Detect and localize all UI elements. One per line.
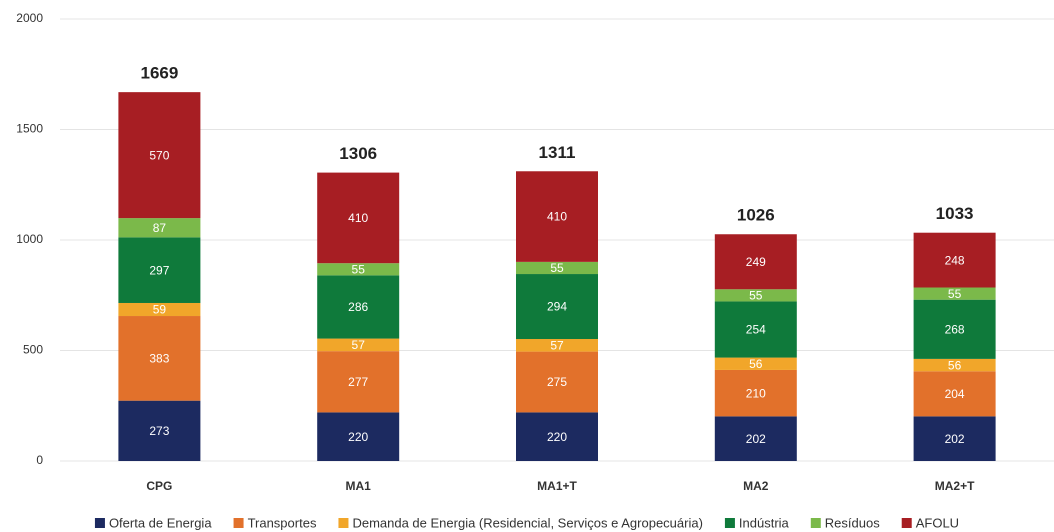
bar-segment <box>516 274 598 340</box>
bar-segment <box>913 416 996 461</box>
data-label: 286 <box>348 300 368 314</box>
legend-swatch <box>94 518 105 528</box>
bar-segment <box>913 358 996 372</box>
data-label: 410 <box>348 211 368 225</box>
bar-segment <box>516 351 598 413</box>
data-label: 55 <box>352 262 366 276</box>
total-label: 1669 <box>140 64 178 83</box>
legend-label: Indústria <box>739 515 790 530</box>
bar-segment <box>118 302 201 317</box>
bar-segment <box>317 412 400 461</box>
bar-segment <box>714 289 797 302</box>
data-label: 277 <box>348 375 368 389</box>
data-label: 56 <box>749 357 763 371</box>
data-label: 248 <box>945 253 965 267</box>
data-label: 249 <box>746 255 766 269</box>
data-label: 383 <box>149 352 169 366</box>
total-label: 1311 <box>539 143 576 162</box>
total-label: 1033 <box>936 204 974 223</box>
bar-segment <box>714 301 797 358</box>
data-label: 59 <box>153 303 167 317</box>
bar-segment <box>913 287 996 300</box>
total-label: 1306 <box>339 144 377 163</box>
bar-segment <box>317 351 400 413</box>
bar-segment <box>714 234 797 290</box>
x-tick-label: MA2 <box>743 479 769 493</box>
legend-swatch <box>233 518 244 528</box>
legend-label: Transportes <box>248 515 317 530</box>
bar-segment <box>516 171 598 262</box>
data-label: 57 <box>352 338 366 352</box>
y-tick-label: 2000 <box>16 11 43 25</box>
data-label: 55 <box>550 261 564 275</box>
data-label: 56 <box>948 358 962 372</box>
data-label: 202 <box>945 432 965 446</box>
data-label: 254 <box>746 323 766 337</box>
data-label: 220 <box>547 430 567 444</box>
bar-segment <box>118 316 201 401</box>
bar-segment <box>118 400 201 461</box>
data-label: 275 <box>547 375 567 389</box>
data-label: 204 <box>945 387 965 401</box>
data-label: 220 <box>348 430 368 444</box>
bar-segment <box>516 339 598 352</box>
legend-label: AFOLU <box>916 515 959 530</box>
y-tick-label: 1000 <box>16 232 43 246</box>
data-label: 268 <box>945 322 965 336</box>
bar-segment <box>714 369 797 417</box>
data-label: 202 <box>746 432 766 446</box>
data-label: 87 <box>153 221 167 235</box>
y-tick-label: 0 <box>36 453 43 467</box>
bar-segment <box>913 299 996 359</box>
data-label: 57 <box>550 338 564 352</box>
x-tick-label: MA1+T <box>537 479 577 493</box>
data-label: 410 <box>547 210 567 224</box>
total-label: 1026 <box>737 206 775 225</box>
legend-label: Demanda de Energia (Residencial, Serviço… <box>352 515 702 530</box>
x-tick-label: MA2+T <box>935 479 975 493</box>
data-label: 294 <box>547 300 567 314</box>
data-label: 273 <box>149 424 169 438</box>
bar-segment <box>317 263 400 276</box>
bar-segment <box>913 232 996 288</box>
bar-segment <box>118 237 201 303</box>
data-label: 55 <box>948 287 962 301</box>
data-label: 297 <box>149 263 169 277</box>
y-tick-label: 500 <box>23 343 43 357</box>
legend-swatch <box>724 518 735 528</box>
bar-segment <box>118 92 201 219</box>
bar-segment <box>317 172 400 264</box>
x-tick-label: CPG <box>146 479 172 493</box>
bar-segment <box>118 218 201 238</box>
legend-swatch <box>810 518 821 528</box>
bar-segment <box>714 416 797 461</box>
legend-label: Resíduos <box>825 515 880 530</box>
bar-segment <box>714 357 797 370</box>
bar-segment <box>317 275 400 339</box>
bar-segment <box>317 338 400 352</box>
x-tick-label: MA1 <box>346 479 372 493</box>
bar-segment <box>516 261 598 275</box>
legend-label: Oferta de Energia <box>109 515 212 530</box>
y-tick-label: 1500 <box>16 122 43 136</box>
data-label: 570 <box>149 148 169 162</box>
bar-segment <box>516 412 598 461</box>
bar-segment <box>913 371 996 417</box>
legend-swatch <box>338 518 349 528</box>
legend-swatch <box>901 518 912 528</box>
data-label: 210 <box>746 386 766 400</box>
data-label: 55 <box>749 289 763 303</box>
